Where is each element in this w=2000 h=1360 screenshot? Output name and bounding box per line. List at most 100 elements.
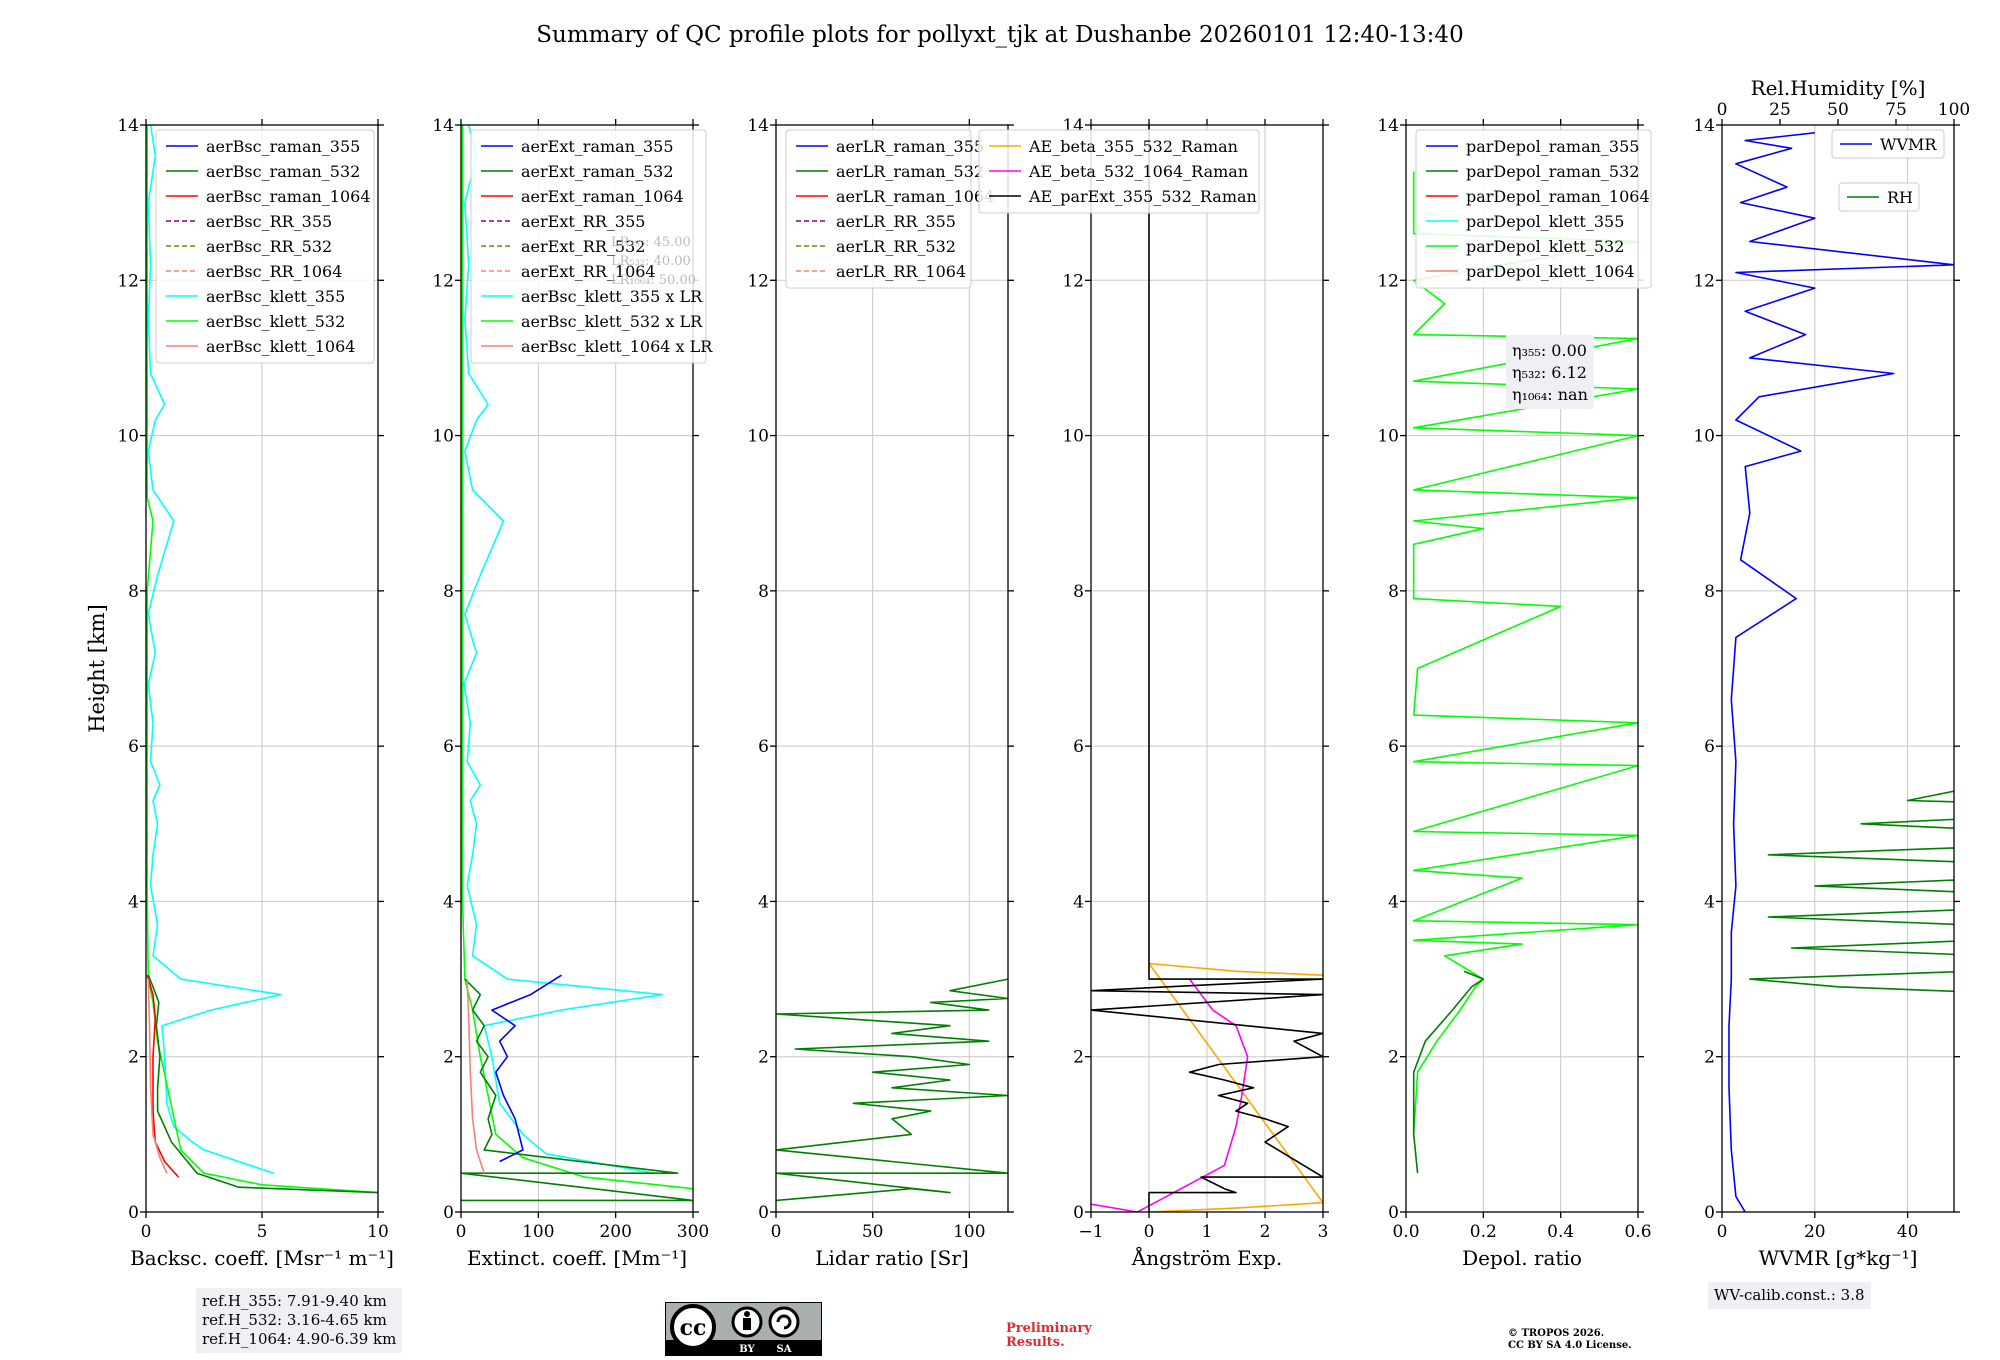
y-tick-label: 0 — [1073, 1203, 1084, 1223]
series-pardepol-klett-532 — [1412, 171, 1638, 1135]
legend-label: AE_beta_532_1064_Raman — [1028, 162, 1248, 181]
y-tick-label: 4 — [1704, 892, 1715, 912]
series-aerext-raman-532 — [461, 978, 693, 1202]
y-tick-label: 6 — [758, 737, 769, 757]
x-axis-label: Lidar ratio [Sr] — [815, 1246, 969, 1270]
y-tick-label: 4 — [443, 892, 454, 912]
y-tick-label: 8 — [1704, 582, 1715, 602]
series-wvmr — [1728, 132, 1954, 1212]
y-tick-label: 14 — [747, 116, 769, 136]
y-tick-label: 8 — [758, 582, 769, 602]
y-tick-label: 10 — [432, 427, 454, 447]
series-ae-parext-355-532-raman — [1091, 125, 1323, 1212]
y-tick-label: 2 — [758, 1048, 769, 1068]
series-ae-beta-532-1064-raman — [1091, 978, 1249, 1212]
legend-label: aerExt_RR_532 — [521, 237, 645, 256]
y-tick-label: 14 — [1693, 116, 1715, 136]
series-aerbsc-klett-355 — [147, 125, 282, 1174]
x-tick-label: 2 — [1260, 1222, 1271, 1242]
series-aerbsc-raman-1064 — [146, 974, 180, 1178]
legend-label: aerBsc_klett_1064 x LR — [521, 337, 713, 356]
y-tick-label: 4 — [1388, 892, 1399, 912]
legend-box — [155, 129, 375, 364]
y-tick-label: 2 — [1704, 1048, 1715, 1068]
legend-label: aerBsc_klett_1064 — [206, 337, 355, 356]
x-tick-label: 0.2 — [1470, 1222, 1497, 1242]
y-tick-label: 4 — [128, 892, 139, 912]
y-tick-label: 10 — [1062, 427, 1084, 447]
ref-height-1064: ref.H_1064: 4.90-6.39 km — [202, 1330, 397, 1348]
y-tick-label: 0 — [128, 1203, 139, 1223]
series-group — [146, 125, 378, 1194]
x2-tick-label: 25 — [1769, 100, 1791, 120]
legend-label: aerExt_raman_532 — [521, 162, 674, 181]
ref-height-532: ref.H_532: 3.16-4.65 km — [202, 1311, 387, 1329]
y-tick-label: 12 — [747, 271, 769, 291]
legend-box — [1831, 129, 1945, 159]
legend-label: aerLR_raman_355 — [836, 137, 984, 156]
x-tick-label: 0.0 — [1392, 1222, 1419, 1242]
cc-by-text: BY — [739, 1344, 755, 1355]
preliminary-line-1: Preliminary — [1006, 1321, 1092, 1336]
legend-label: aerBsc_RR_1064 — [206, 262, 342, 281]
y-tick-label: 12 — [117, 271, 139, 291]
lr-note: LR₁₀₆₄: 50.00 — [611, 273, 696, 288]
preliminary-line-2: Results. — [1006, 1335, 1065, 1350]
y-tick-label: 8 — [128, 582, 139, 602]
y-tick-label: 2 — [1388, 1048, 1399, 1068]
series-aerlr-raman-532 — [776, 978, 1008, 1202]
lr-note: LR₅₃₂: 40.00 — [611, 254, 691, 269]
legend-label: parDepol_raman_1064 — [1466, 187, 1650, 206]
y-tick-label: 0 — [1704, 1203, 1715, 1223]
series-aerbsc-raman-532 — [147, 974, 378, 1194]
legend-label: aerExt_RR_1064 — [521, 262, 656, 281]
axes-frame — [775, 124, 1009, 1213]
y-tick-label: 4 — [758, 892, 769, 912]
y-tick-label: 6 — [128, 737, 139, 757]
legend-label: aerBsc_klett_355 — [206, 287, 345, 306]
series-aerbsc-klett-355-x-lr — [463, 125, 663, 1174]
x2-tick-label: 75 — [1885, 100, 1907, 120]
eta-note: η₃₅₅: 0.00 — [1512, 341, 1587, 360]
series-aerext-raman-355 — [491, 974, 562, 1163]
series-group — [461, 125, 693, 1202]
y-axis-label: Height [km] — [85, 604, 109, 733]
legend-label: aerBsc_klett_532 — [206, 312, 345, 331]
x-tick-label: 0.6 — [1624, 1222, 1651, 1242]
x-tick-label: 50 — [862, 1222, 884, 1242]
y-tick-label: 12 — [1377, 271, 1399, 291]
reference-height-box: ref.H_355: 7.91-9.40 km ref.H_532: 3.16-… — [196, 1288, 403, 1353]
legend-label: parDepol_klett_532 — [1466, 237, 1624, 256]
y-tick-label: 10 — [117, 427, 139, 447]
legend-label: aerBsc_RR_532 — [206, 237, 332, 256]
series-group — [1728, 132, 1954, 1212]
cc-by-sa-logo: cc BY SA — [665, 1302, 822, 1356]
y-tick-label: 10 — [747, 427, 769, 447]
legend-label: parDepol_klett_355 — [1466, 212, 1624, 231]
x2-tick-label: 0 — [1717, 100, 1728, 120]
axes-frame — [1405, 124, 1639, 1213]
legend-label: aerExt_raman_1064 — [521, 187, 684, 206]
series-group — [776, 978, 1008, 1202]
eta-note: η₁₀₆₄: nan — [1512, 385, 1588, 404]
legend-label: aerBsc_raman_1064 — [206, 187, 371, 206]
x-axis-label: WVMR [g*kg⁻¹] — [1759, 1246, 1918, 1270]
legend-box — [470, 129, 707, 364]
y-tick-label: 0 — [443, 1203, 454, 1223]
copyright-note: © TROPOS 2026. CC BY SA 4.0 License. — [1508, 1328, 1632, 1352]
y-tick-label: 6 — [443, 737, 454, 757]
legend-label: aerLR_raman_1064 — [836, 187, 994, 206]
x-tick-label: 100 — [953, 1222, 985, 1242]
x-tick-label: 0 — [141, 1222, 152, 1242]
x-axis-label: Backsc. coeff. [Msr⁻¹ m⁻¹] — [130, 1246, 394, 1270]
series-aerbsc-klett-1064-x-lr — [466, 979, 485, 1174]
x-tick-label: 1 — [1202, 1222, 1213, 1242]
x-tick-label: 0 — [771, 1222, 782, 1242]
y-tick-label: 0 — [758, 1203, 769, 1223]
legend-label: aerExt_raman_355 — [521, 137, 674, 156]
legend-label: WVMR — [1880, 135, 1937, 154]
eta-box — [1506, 335, 1594, 409]
y-tick-label: 8 — [1388, 582, 1399, 602]
